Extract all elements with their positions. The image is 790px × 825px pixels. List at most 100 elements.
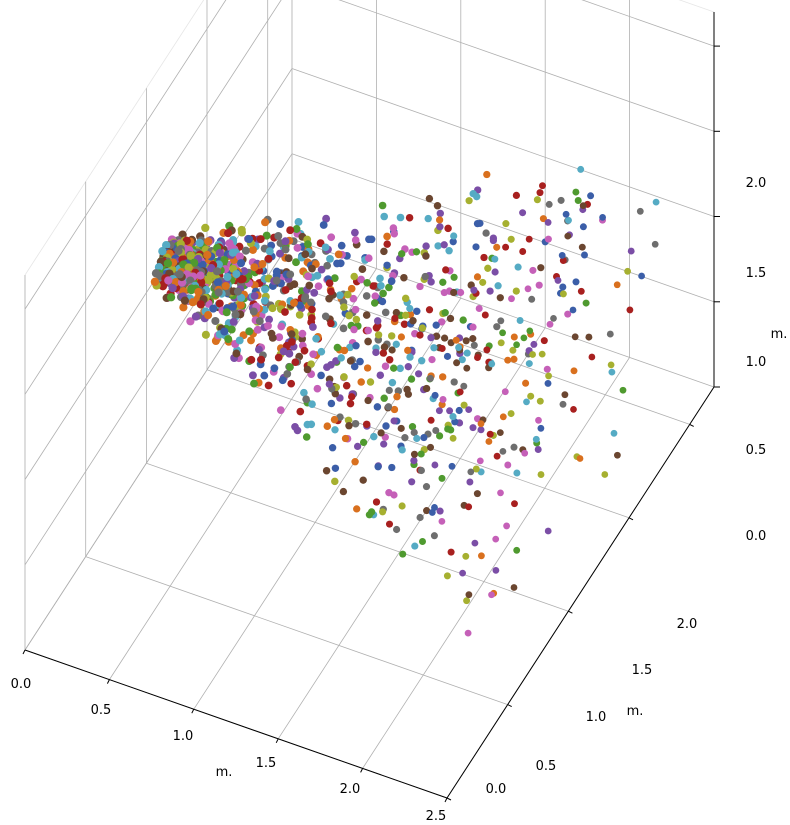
data-point: [399, 550, 407, 558]
data-point: [237, 228, 246, 237]
data-point: [308, 400, 316, 408]
data-point: [295, 311, 304, 319]
data-point: [559, 257, 567, 264]
data-point: [377, 281, 385, 290]
data-point: [534, 446, 542, 453]
data-point: [431, 504, 438, 511]
data-point: [499, 413, 507, 421]
data-point: [307, 360, 315, 368]
data-point: [407, 375, 416, 383]
data-point: [400, 273, 408, 282]
data-point: [292, 258, 300, 267]
data-point: [327, 233, 336, 242]
data-point: [550, 315, 557, 322]
data-point: [527, 392, 535, 400]
data-point: [587, 192, 595, 200]
data-point: [443, 572, 451, 580]
data-point: [496, 429, 504, 437]
data-point: [380, 343, 389, 351]
data-point: [352, 342, 360, 350]
data-point: [287, 330, 296, 338]
data-point: [358, 265, 367, 273]
data-point: [401, 311, 410, 319]
data-point: [559, 283, 567, 291]
y-tick-label: 1.5: [632, 663, 653, 678]
data-point: [537, 471, 545, 479]
data-point: [325, 294, 333, 303]
data-point: [300, 388, 308, 397]
data-point: [470, 286, 478, 294]
data-point: [512, 287, 520, 295]
data-point: [245, 235, 254, 244]
data-point: [287, 379, 296, 388]
data-point: [175, 270, 184, 279]
data-point: [503, 522, 511, 530]
data-point: [224, 335, 233, 344]
data-point: [416, 331, 424, 339]
data-point: [519, 248, 527, 255]
data-points: [150, 165, 660, 637]
data-point: [524, 285, 532, 293]
data-point: [418, 357, 426, 365]
data-point: [425, 194, 434, 203]
data-point: [381, 362, 390, 370]
data-point: [303, 365, 312, 374]
data-point: [397, 424, 405, 432]
data-point: [405, 213, 414, 222]
data-point: [449, 413, 457, 421]
data-point: [272, 267, 281, 276]
y-axis-line: [446, 386, 715, 799]
data-point: [250, 379, 258, 388]
data-point: [308, 305, 316, 314]
data-point: [325, 380, 334, 388]
data-point: [384, 403, 393, 411]
data-point: [274, 353, 283, 362]
data-point: [330, 274, 339, 282]
x-tick-label: 0.5: [91, 703, 112, 718]
data-point: [539, 182, 546, 190]
data-point: [255, 317, 264, 326]
data-point: [436, 507, 444, 515]
data-point: [278, 376, 287, 385]
data-point: [398, 250, 406, 258]
data-point: [459, 569, 466, 577]
data-point: [233, 287, 242, 296]
data-point: [381, 308, 390, 317]
data-point: [319, 221, 328, 229]
data-point: [349, 294, 358, 303]
floor-gridline: [85, 556, 508, 705]
floor-gridline: [146, 462, 569, 612]
data-point: [261, 218, 270, 227]
data-point: [614, 451, 621, 459]
data-point: [502, 220, 510, 228]
data-point: [221, 281, 230, 291]
data-point: [467, 468, 475, 476]
data-point: [392, 308, 401, 317]
z-axis-label: m.: [771, 327, 788, 342]
data-point: [342, 381, 351, 390]
data-point: [364, 337, 372, 346]
data-point: [385, 355, 394, 364]
data-point: [424, 214, 432, 223]
data-point: [390, 491, 398, 499]
data-point: [222, 308, 231, 317]
data-point: [516, 317, 524, 324]
y-tick-label: 2.0: [677, 617, 698, 632]
data-point: [260, 296, 269, 305]
data-point: [473, 193, 481, 201]
data-point: [321, 312, 330, 321]
data-point: [346, 399, 355, 408]
data-point: [336, 291, 344, 300]
data-point: [488, 360, 496, 368]
data-point: [428, 355, 436, 364]
data-point: [497, 317, 505, 325]
data-point: [256, 235, 265, 244]
data-point: [543, 365, 551, 373]
data-point: [359, 476, 367, 484]
data-point: [406, 304, 414, 313]
data-point: [220, 327, 229, 336]
axis-lines: [22, 12, 720, 803]
data-point: [499, 447, 507, 455]
data-point: [333, 343, 342, 352]
data-point: [365, 235, 373, 244]
